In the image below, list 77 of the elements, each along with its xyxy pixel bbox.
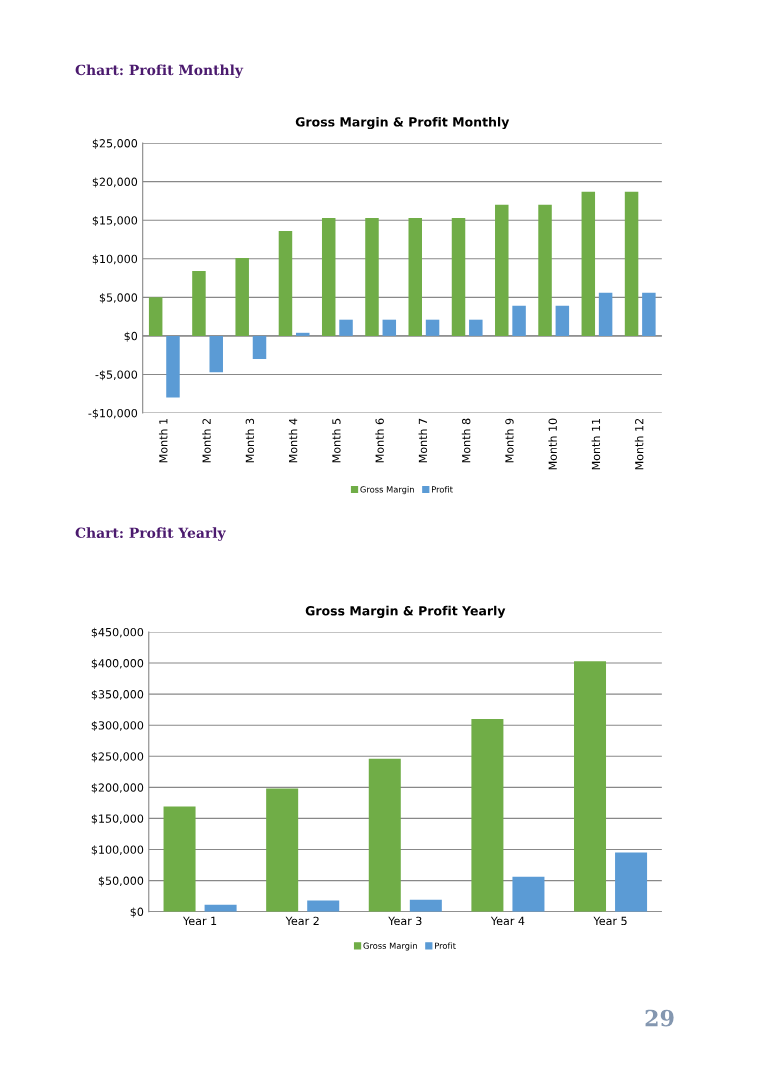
x-tick-label: Month 7 — [418, 418, 428, 463]
x-tick-label: Month 6 — [375, 418, 384, 463]
y-tick-label: $10,000 — [92, 254, 138, 265]
x-tick-label: Month 1 — [158, 418, 168, 463]
bar — [339, 319, 353, 336]
bar — [425, 319, 440, 336]
bar — [235, 258, 249, 336]
bar — [209, 335, 223, 373]
legend-label: Gross Margin — [360, 486, 414, 495]
x-tick-label: Month 11 — [591, 418, 601, 470]
x-tick-label: Month 9 — [505, 418, 514, 463]
bar — [451, 217, 466, 336]
bar — [495, 204, 509, 336]
bar — [642, 292, 656, 336]
bar — [166, 335, 180, 398]
bar — [512, 305, 526, 336]
bar — [469, 319, 483, 336]
bar — [555, 305, 570, 336]
legend-label: Profit — [435, 942, 456, 949]
y-tick-label: $300,000 — [91, 720, 144, 732]
y-tick-label: $100,000 — [91, 845, 144, 856]
bar — [409, 899, 442, 912]
y-tick-label: -$10,000 — [88, 408, 138, 419]
bar — [512, 876, 545, 912]
x-tick-label: Year 1 — [182, 916, 217, 926]
y-tick-label: $350,000 — [91, 689, 144, 700]
y-tick-label: $20,000 — [92, 177, 138, 188]
bar — [266, 788, 299, 912]
bar — [408, 217, 422, 336]
bar — [624, 191, 639, 336]
bar — [538, 204, 552, 336]
chart-title: Gross Margin & Profit Monthly — [295, 116, 510, 130]
x-tick-label: Year 5 — [593, 916, 627, 926]
y-tick-label: $5,000 — [99, 293, 138, 304]
y-tick-label: -$5,000 — [95, 370, 138, 381]
y-tick-label: $200,000 — [91, 783, 144, 794]
text: Chart: Profit Monthly — [75, 64, 244, 79]
bar — [192, 271, 206, 336]
x-tick-label: Month 2 — [202, 418, 211, 463]
bar — [365, 217, 379, 336]
bar — [368, 758, 401, 912]
chart-title: Gross Margin & Profit Yearly — [305, 605, 506, 618]
legend-label: Profit — [432, 486, 453, 493]
y-tick-label: $250,000 — [91, 752, 144, 763]
bar — [278, 231, 293, 336]
bar — [382, 319, 397, 336]
bar — [598, 292, 613, 336]
legend-label: Gross Margin — [363, 942, 417, 951]
y-tick-label: $50,000 — [98, 876, 144, 887]
x-tick-label: Month 4 — [288, 418, 298, 463]
bar — [163, 806, 196, 912]
bar — [471, 718, 504, 912]
x-tick-label: Year 4 — [490, 916, 525, 926]
y-tick-label: $25,000 — [92, 138, 138, 149]
x-tick-label: Year 2 — [285, 916, 319, 926]
text: Chart: Profit Yearly — [75, 527, 226, 541]
bar — [581, 191, 596, 336]
x-tick-label: Month 5 — [332, 418, 341, 463]
bar — [307, 900, 340, 912]
x-tick-label: Month 10 — [548, 418, 557, 470]
bar — [615, 852, 648, 912]
y-tick-label: $450,000 — [91, 627, 144, 638]
x-tick-label: Month 3 — [245, 418, 255, 463]
y-tick-label: $15,000 — [92, 215, 138, 227]
y-tick-label: $150,000 — [91, 814, 144, 825]
bar — [148, 297, 163, 336]
y-tick-label: $400,000 — [91, 658, 144, 669]
x-tick-label: Year 3 — [388, 916, 422, 926]
x-tick-label: Month 8 — [461, 418, 471, 463]
bar — [252, 335, 267, 360]
y-tick-label: $0 — [124, 331, 138, 342]
bar — [321, 217, 336, 336]
text: 29 — [645, 1009, 674, 1027]
x-tick-label: Month 12 — [634, 418, 644, 470]
bar — [296, 332, 310, 336]
bar — [574, 661, 607, 912]
y-tick-label: $0 — [130, 907, 144, 918]
